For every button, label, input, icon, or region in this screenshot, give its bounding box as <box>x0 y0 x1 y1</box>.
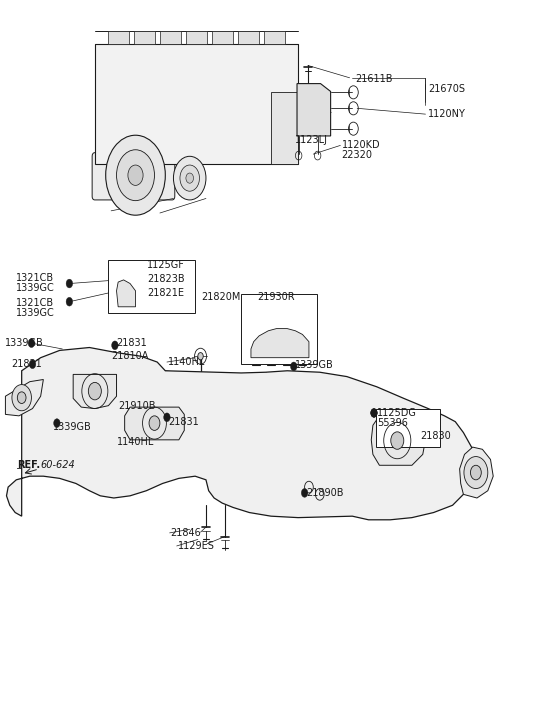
Polygon shape <box>73 374 117 409</box>
Circle shape <box>198 353 203 360</box>
Circle shape <box>128 165 143 185</box>
Circle shape <box>122 263 129 272</box>
Circle shape <box>172 391 177 398</box>
Circle shape <box>464 457 488 489</box>
Bar <box>186 31 207 44</box>
Text: 1339GB: 1339GB <box>53 422 92 432</box>
Text: 1123LJ: 1123LJ <box>295 134 328 145</box>
Polygon shape <box>297 84 331 136</box>
Polygon shape <box>117 280 136 307</box>
Circle shape <box>393 430 398 438</box>
Text: 60-624: 60-624 <box>40 460 75 470</box>
Text: 21831: 21831 <box>168 417 199 427</box>
Circle shape <box>186 173 193 183</box>
Text: 1339GB: 1339GB <box>295 360 334 370</box>
Text: 21831: 21831 <box>11 359 42 369</box>
FancyBboxPatch shape <box>92 153 175 200</box>
Text: 21611B: 21611B <box>355 73 392 84</box>
Bar <box>108 31 129 44</box>
Circle shape <box>391 432 404 449</box>
Text: 1129ES: 1129ES <box>178 541 215 551</box>
Text: 21821E: 21821E <box>147 288 184 298</box>
Bar <box>264 31 285 44</box>
Circle shape <box>132 391 137 398</box>
Polygon shape <box>125 407 184 440</box>
Text: 1120NY: 1120NY <box>428 109 466 119</box>
Text: 1339GC: 1339GC <box>16 283 55 293</box>
Circle shape <box>117 150 154 201</box>
Text: 21670S: 21670S <box>428 84 465 94</box>
Circle shape <box>17 392 26 403</box>
Text: 1339GB: 1339GB <box>5 338 44 348</box>
Polygon shape <box>95 44 298 164</box>
Circle shape <box>301 489 308 497</box>
Circle shape <box>66 279 73 288</box>
Circle shape <box>28 339 35 348</box>
Text: 21890B: 21890B <box>306 488 344 498</box>
Text: 1125DG: 1125DG <box>377 408 417 418</box>
Polygon shape <box>271 92 298 164</box>
Circle shape <box>164 413 170 422</box>
Polygon shape <box>251 329 309 358</box>
Text: 21831: 21831 <box>117 338 147 348</box>
Circle shape <box>149 416 160 430</box>
Bar <box>238 31 259 44</box>
Circle shape <box>393 443 398 451</box>
Text: 21930R: 21930R <box>257 292 295 302</box>
Circle shape <box>78 355 83 362</box>
Text: 1125GF: 1125GF <box>147 260 185 270</box>
Circle shape <box>112 341 118 350</box>
Text: 22320: 22320 <box>341 150 372 160</box>
Circle shape <box>103 355 108 362</box>
Polygon shape <box>5 379 43 416</box>
Text: 1140HL: 1140HL <box>168 357 205 367</box>
Circle shape <box>180 165 199 191</box>
Circle shape <box>89 355 95 362</box>
Text: 21830: 21830 <box>420 431 451 441</box>
Circle shape <box>371 409 377 417</box>
Circle shape <box>66 297 73 306</box>
Circle shape <box>29 360 36 369</box>
Text: 1140HL: 1140HL <box>117 437 154 447</box>
Circle shape <box>173 156 206 200</box>
Bar <box>160 31 181 44</box>
Circle shape <box>470 465 481 480</box>
Text: 21823B: 21823B <box>147 274 185 284</box>
Circle shape <box>88 382 101 400</box>
Circle shape <box>54 419 60 427</box>
Text: 1120KD: 1120KD <box>341 140 380 150</box>
Text: 1339GC: 1339GC <box>16 308 55 318</box>
Polygon shape <box>371 416 425 465</box>
Text: REF.: REF. <box>17 460 41 470</box>
Text: 21810A: 21810A <box>112 350 149 361</box>
Text: 21820M: 21820M <box>202 292 241 302</box>
Circle shape <box>291 362 297 371</box>
Circle shape <box>12 385 31 411</box>
Bar <box>212 31 233 44</box>
Bar <box>108 260 195 313</box>
Bar <box>241 294 317 364</box>
Text: 21846: 21846 <box>171 528 202 538</box>
Text: 1321CB: 1321CB <box>16 273 54 283</box>
Bar <box>376 409 440 447</box>
Bar <box>134 31 155 44</box>
Circle shape <box>106 135 165 215</box>
Polygon shape <box>7 348 474 520</box>
Text: 55396: 55396 <box>377 418 408 428</box>
Polygon shape <box>460 447 493 498</box>
Text: 1321CB: 1321CB <box>16 298 54 308</box>
Text: 21910B: 21910B <box>118 401 156 411</box>
Circle shape <box>371 409 377 417</box>
